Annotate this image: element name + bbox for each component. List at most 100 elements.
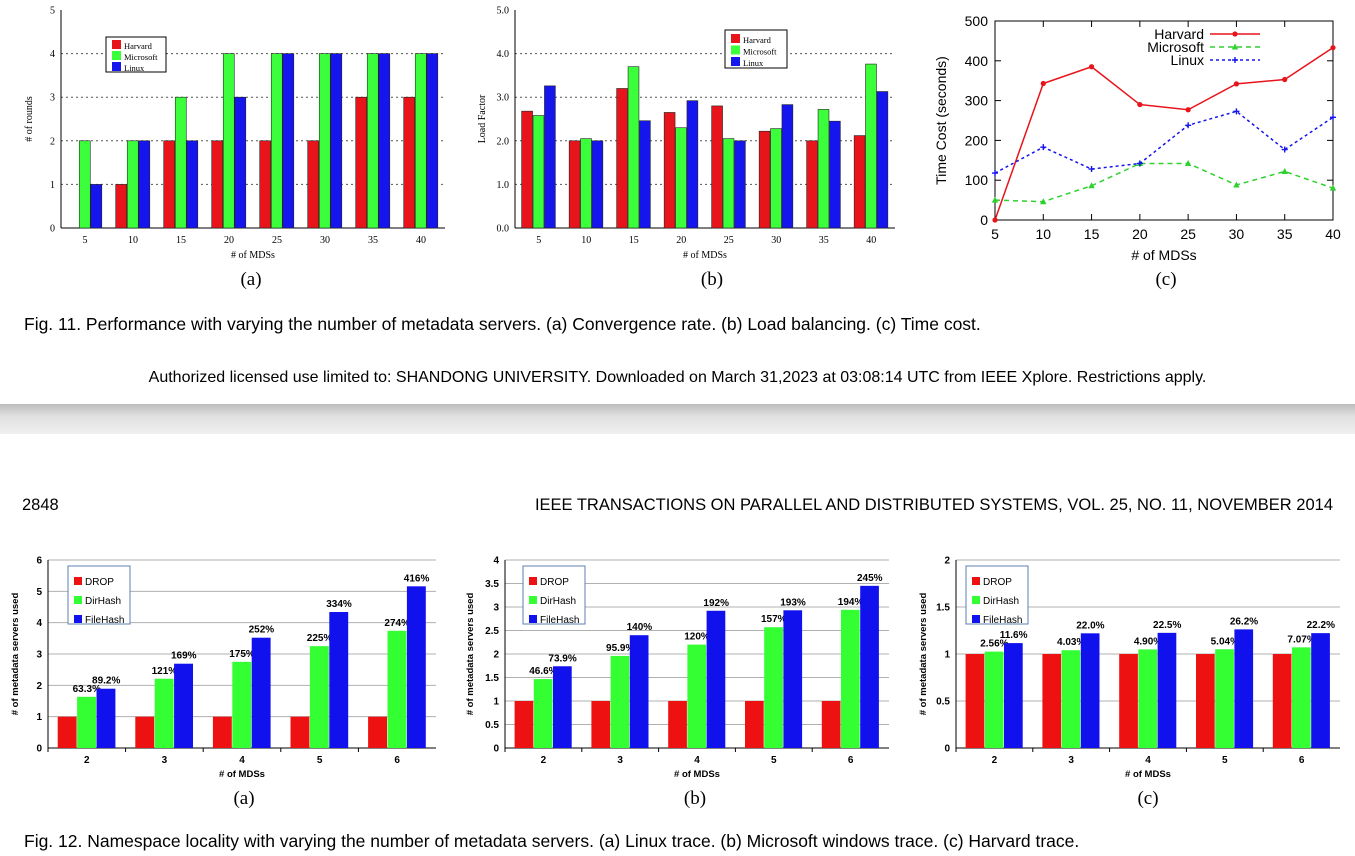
data-label: 169% xyxy=(171,651,197,662)
bar xyxy=(1272,654,1292,748)
bar xyxy=(307,140,320,229)
y-tick-label: 400 xyxy=(965,53,989,69)
bar xyxy=(580,138,592,229)
bar xyxy=(984,651,1004,748)
bar xyxy=(135,716,155,748)
bar xyxy=(1157,632,1177,748)
legend-label: Microsoft xyxy=(124,52,158,62)
bar xyxy=(745,701,764,748)
bar xyxy=(387,630,407,748)
y-tick-label: 0 xyxy=(50,224,55,235)
x-tick-label: 5 xyxy=(991,226,999,242)
bar xyxy=(544,85,556,229)
legend-swatch xyxy=(529,596,537,604)
data-label: 4.90% xyxy=(1134,636,1162,647)
x-tick-label: 10 xyxy=(128,235,138,246)
x-tick-label: 15 xyxy=(176,235,186,246)
data-label: 95.9% xyxy=(606,643,634,654)
data-label: 120% xyxy=(684,632,710,643)
y-tick-label: 0.5 xyxy=(936,697,950,708)
bar xyxy=(270,53,283,229)
x-tick-label: 3 xyxy=(1068,755,1074,766)
bar xyxy=(758,130,771,229)
bar xyxy=(514,701,534,748)
legend-swatch xyxy=(972,615,980,623)
legend-marker xyxy=(1232,57,1238,63)
y-tick-label: 1 xyxy=(36,712,42,723)
bar xyxy=(591,701,611,748)
y-tick-label: 200 xyxy=(965,132,989,148)
x-tick-label: 3 xyxy=(162,755,168,766)
bar xyxy=(426,53,439,229)
y-axis-title: Time Cost (seconds) xyxy=(933,56,949,185)
x-tick-label: 5 xyxy=(317,755,323,766)
data-point xyxy=(1088,182,1095,189)
series-line xyxy=(994,162,1334,203)
y-tick-label: 0 xyxy=(36,744,42,755)
fig12b-svg: 0 0.5 1 1.5 2 2.5 3 3.5 4 2 46.6% 73.9% 3 95.9% 140% 4 1… xyxy=(465,556,889,780)
legend-marker xyxy=(1232,31,1238,37)
x-tick-label: 10 xyxy=(1035,226,1051,242)
y-tick-label: 100 xyxy=(965,172,989,188)
data-label: 193% xyxy=(780,597,806,608)
x-tick-label: 35 xyxy=(1277,226,1293,242)
fig11b-svg: 0.0 1.0 2.0 3.0 4.0 5.0 5 10 15 20 25 30 35 40 # of MD… xyxy=(477,6,895,261)
bar xyxy=(290,716,310,748)
bar xyxy=(860,585,879,748)
bar xyxy=(1042,654,1062,748)
bar xyxy=(627,66,640,229)
x-tick-label: 15 xyxy=(629,235,639,246)
data-label: 140% xyxy=(627,622,653,633)
x-tick-label: 30 xyxy=(320,235,330,246)
legend-swatch xyxy=(74,577,82,585)
fig12-caption: Fig. 12. Namespace locality with varying… xyxy=(24,831,1080,851)
legend-swatch xyxy=(972,596,980,604)
data-point xyxy=(1233,81,1240,87)
bar xyxy=(821,701,841,748)
legend-box xyxy=(67,565,131,625)
x-axis-title: # of MDSs xyxy=(231,250,275,261)
legend-swatch xyxy=(112,51,121,60)
x-tick-label: 5 xyxy=(83,235,88,246)
y-tick-label: 3 xyxy=(36,650,42,661)
y-tick-label: 1 xyxy=(50,180,55,191)
legend-swatch xyxy=(529,577,537,585)
page-separator xyxy=(0,404,1355,434)
data-label: 4.03% xyxy=(1057,637,1085,648)
bar xyxy=(355,96,368,229)
data-label: 225% xyxy=(307,633,333,644)
x-axis-title: # of MDSs xyxy=(674,769,720,780)
bar xyxy=(186,140,199,229)
bar xyxy=(115,184,128,229)
bar xyxy=(259,140,272,229)
bar xyxy=(1234,629,1254,748)
data-label: 245% xyxy=(857,573,883,584)
fig11b-chart: 0.0 1.0 2.0 3.0 4.0 5.0 5 10 15 20 25 30 35 40 # of MD… xyxy=(455,0,905,270)
bar xyxy=(1119,654,1138,748)
legend-swatch xyxy=(74,615,82,623)
data-point xyxy=(1330,114,1336,121)
fig12c-subfig-label: (c) xyxy=(1137,788,1159,809)
y-tick-label: 3 xyxy=(493,603,499,614)
y-tick-label: 1.5 xyxy=(936,603,950,614)
x-tick-label: 25 xyxy=(724,235,734,246)
y-tick-label: 2.5 xyxy=(485,626,499,637)
x-axis-title: # of MDSs xyxy=(1125,769,1171,780)
y-tick-label: 3.0 xyxy=(497,93,510,104)
bar xyxy=(629,635,649,748)
license-notice: Authorized licensed use limited to: SHAN… xyxy=(148,369,1207,386)
legend-label: Linux xyxy=(124,63,145,73)
bar xyxy=(663,112,676,229)
data-label: 121% xyxy=(152,666,178,677)
data-point xyxy=(992,170,998,177)
data-point xyxy=(1282,76,1288,83)
fig11b-subfig-label: (b) xyxy=(700,269,724,290)
y-axis-title: # of metadata servers used xyxy=(918,593,929,716)
fig12a-subfig-label: (a) xyxy=(233,788,255,809)
legend-label: FileHash xyxy=(540,615,579,626)
x-tick-label: 4 xyxy=(1145,755,1151,766)
y-tick-label: 2 xyxy=(493,650,499,661)
bar xyxy=(222,53,235,229)
fig12b-subfig-label: (b) xyxy=(683,788,707,809)
bar xyxy=(1311,633,1330,748)
